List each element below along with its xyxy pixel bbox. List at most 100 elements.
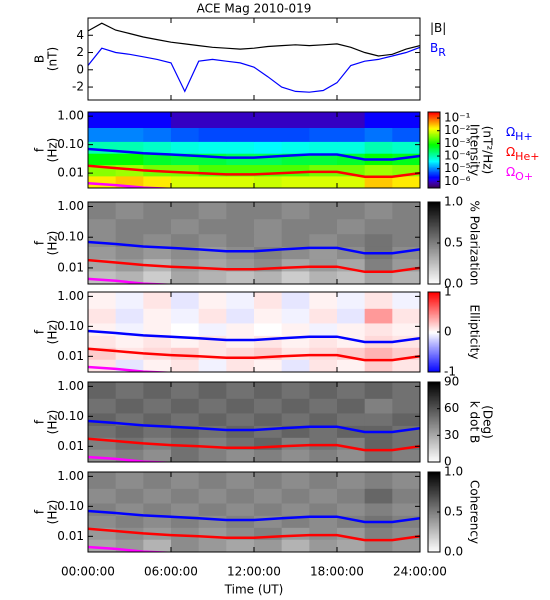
heatmap-cell [309,127,338,142]
heatmap-cell [198,175,227,188]
colorbar-step [428,394,440,396]
heatmap-cell [281,141,310,154]
heatmap-cell [392,141,420,154]
colorbar-step [428,112,440,114]
colorbar-step [428,304,440,306]
heatmap-cell [226,472,255,489]
colorbar-step [428,119,440,122]
colorbar-step [428,312,440,314]
colorbar-label: (nT²/Hz) [481,126,495,174]
heatmap-cell [115,515,144,528]
x-axis-label: Time (UT) [224,583,284,597]
colorbar-step [428,277,440,280]
legend-name: |B| [430,21,446,35]
heatmap-cell [198,359,227,372]
heatmap-cell [226,292,255,309]
heatmap-cell [281,437,310,450]
colorbar-step [428,484,440,486]
colorbar-frame [427,111,441,189]
heatmap-cell [226,425,255,438]
plot-area [88,22,420,93]
heatmap-cell [226,502,255,516]
heatmap-cell [88,539,117,552]
heatmap-cell [171,527,200,540]
heatmap-cell [198,502,227,516]
colorbar-step [428,226,440,229]
colorbar-step [428,180,440,183]
heatmap-cell [254,425,283,438]
colorbar-step [428,360,440,362]
heatmap-cell [198,153,227,166]
colorbar-step [428,236,440,239]
colorbar-step [428,144,440,147]
y-tick-label: 1.00 [57,199,84,213]
colorbar-step [428,522,440,525]
colorbar-step [428,207,440,210]
y-tick-label: 2 [76,45,84,59]
heatmap-cell [337,218,366,235]
colorbar-step [428,540,440,542]
heatmap-cell [143,127,172,142]
colorbar-step [428,388,440,391]
colorbar-step [428,264,440,267]
colorbar-step [428,492,440,494]
colorbar-step [428,263,440,266]
colorbar-step [428,382,440,384]
y-axis-label: B [33,55,47,63]
colorbar-step [428,366,440,369]
colorbar-step [428,493,440,496]
heatmap-cell [171,270,200,284]
heatmap-cell [392,359,420,372]
colorbar-step [428,243,440,245]
heatmap-cell [337,488,366,504]
heatmap-cell [392,412,420,426]
colorbar-label: Coherency [468,480,482,544]
series-line [88,46,420,93]
heatmap-cell [143,175,172,188]
colorbar-tick-label: 10⁻⁵ [444,161,471,175]
colorbar-step [428,229,440,232]
colorbar-step [428,505,440,508]
heatmap-cell [309,292,338,309]
heatmap-cell [115,488,144,504]
colorbar-step [428,267,440,270]
heatmap-cell [198,270,227,284]
y-tick-label: 1.00 [57,469,84,483]
colorbar-step [428,210,440,213]
heatmap-cell [226,539,255,552]
colorbar-step [428,310,440,313]
colorbar-step [428,182,440,185]
heatmap-cell [337,112,366,128]
heatmap-cell [88,398,117,414]
colorbar-tick-label: 0.0 [444,277,463,291]
heatmap-cell [171,233,200,247]
heatmap-cell [171,175,200,188]
colorbar-step [428,146,440,148]
heatmap-cell [281,233,310,247]
colorbar-step [428,147,440,150]
heatmap-cell [392,127,420,142]
colorbar-step [428,430,440,432]
heatmap-cell [143,308,172,324]
colorbar-step [428,514,440,517]
colorbar-step [428,342,440,345]
heatmap-cell [309,322,338,336]
y-tick-label: 0.10 [57,137,84,151]
colorbar-step [428,518,440,521]
colorbar-step [428,176,440,179]
y-tick-label: 0.01 [57,349,84,363]
y-tick-label: 0.10 [57,499,84,513]
heatmap-cell [198,308,227,324]
colorbar-step [428,330,440,333]
heatmap-cell [392,322,420,336]
heatmap-cell [226,112,255,128]
heatmap-cell [364,218,393,235]
colorbar-step [428,444,440,447]
colorbar-step [428,440,440,443]
heatmap-cell [337,175,366,188]
colorbar-step [428,211,440,214]
legend-subscript: R [438,46,446,59]
colorbar-step [428,314,440,317]
colorbar-step [428,529,440,532]
